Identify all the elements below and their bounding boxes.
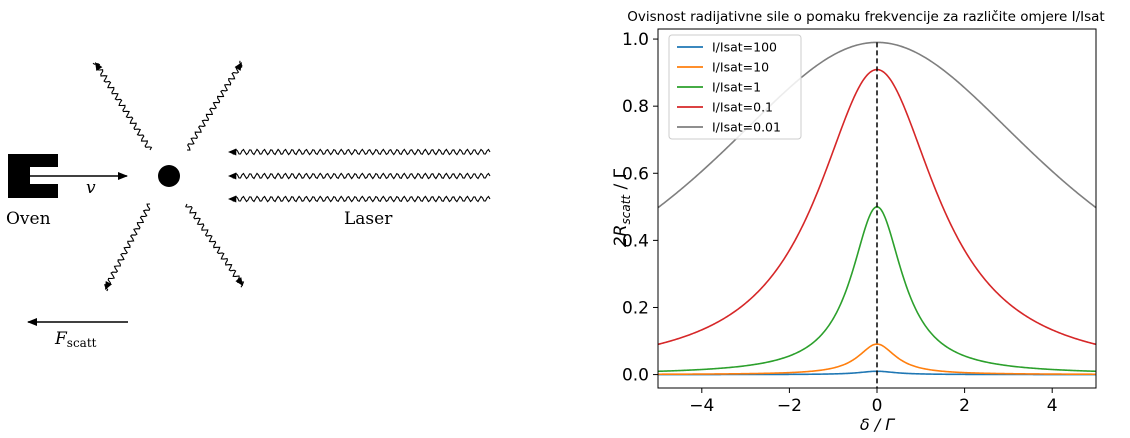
photon-arrow-3	[104, 203, 151, 292]
legend-label-4: I/Isat=0.1	[712, 100, 773, 115]
x-tick-label-4: 4	[1047, 396, 1058, 416]
series-line-5	[658, 41, 1096, 209]
photon-arrow-4	[185, 203, 245, 288]
x-tick-label-1: −2	[777, 396, 802, 416]
chart-legend: I/Isat=100 I/Isat=10 I/Isat=1 I/Isat=0.1 I/I…	[668, 34, 802, 140]
oven-label: Oven	[6, 209, 51, 229]
oven-icon	[8, 154, 58, 198]
legend-label-2: I/Isat=10	[712, 60, 769, 75]
atom-dot	[158, 165, 180, 187]
laser-beam-1	[228, 148, 491, 156]
y-tick-label-5: 1.0	[622, 30, 649, 50]
emitted-photons	[92, 60, 245, 292]
x-tick-label-0: −4	[689, 396, 714, 416]
y-tick-label-0: 0.0	[622, 366, 649, 386]
x-tick-label-3: 2	[959, 396, 970, 416]
y-tick-label-1: 0.2	[622, 298, 649, 318]
photon-arrow-1	[92, 62, 153, 151]
laser-beam-3	[228, 195, 491, 203]
legend-label-3: I/Isat=1	[712, 80, 761, 95]
x-axis-ticks: −4 −2 0 2 4	[689, 388, 1058, 416]
legend-label-5: I/Isat=0.01	[712, 120, 781, 135]
legend-label-1: I/Isat=100	[712, 40, 777, 55]
y-axis-label: 2Rscatt / Γ	[611, 168, 633, 247]
zeeman-slower-diagram: Oven v Laser Fscatt	[6, 60, 491, 350]
force-label: Fscatt	[54, 329, 97, 350]
y-tick-label-2: 0.4	[622, 231, 649, 251]
y-axis-ticks: 0.0 0.2 0.4 0.6 0.8 1.0	[622, 30, 658, 386]
x-tick-label-2: 0	[872, 396, 883, 416]
laser-beam-2	[228, 172, 491, 180]
velocity-label: v	[86, 178, 96, 198]
scattering-rate-chart: Ovisnost radijativne sile o pomaku frekv…	[611, 9, 1105, 434]
laser-label: Laser	[344, 209, 393, 229]
y-tick-label-3: 0.6	[622, 164, 649, 184]
series-line-2	[658, 343, 1096, 376]
photon-arrow-2	[186, 60, 243, 151]
chart-title: Ovisnost radijativne sile o pomaku frekv…	[627, 9, 1104, 25]
y-tick-label-4: 0.8	[622, 97, 649, 117]
x-axis-label: δ / Γ	[860, 415, 895, 434]
laser-beams	[228, 148, 491, 203]
legend-box	[668, 34, 802, 140]
